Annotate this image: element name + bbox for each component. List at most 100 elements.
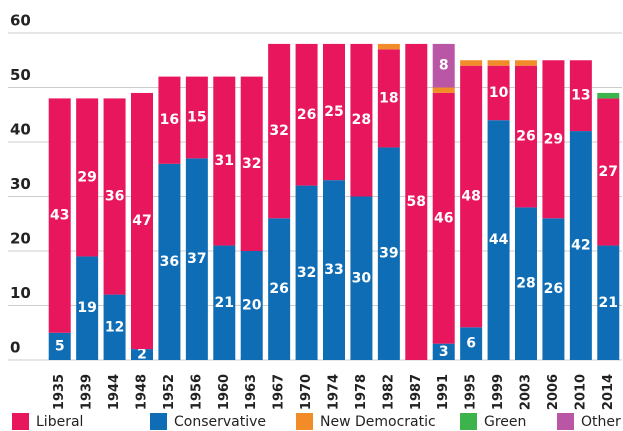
y-tick-label: 20 xyxy=(10,230,31,248)
x-tick-label: 1982 xyxy=(381,374,396,410)
bar-segment xyxy=(213,245,236,360)
bar-segment xyxy=(377,43,400,50)
bar-segment xyxy=(569,60,592,132)
data-label: 26 xyxy=(544,281,563,297)
data-label: 13 xyxy=(571,88,590,104)
bar-segment xyxy=(515,60,537,66)
x-tick-label: 2003 xyxy=(519,374,534,410)
data-label: 28 xyxy=(516,276,535,292)
legend-label: New Democratic xyxy=(320,414,436,430)
data-label: 21 xyxy=(599,295,618,311)
data-label: 27 xyxy=(599,164,618,180)
x-tick-label: 2014 xyxy=(601,374,616,410)
x-tick-label: 1987 xyxy=(409,374,424,410)
bar-segment xyxy=(185,158,208,360)
legend-swatch xyxy=(296,413,313,430)
data-label: 29 xyxy=(544,131,563,147)
data-label: 48 xyxy=(461,189,480,205)
x-tick-label: 1944 xyxy=(107,374,122,410)
bar-segment xyxy=(542,218,565,360)
x-tick-label: 1978 xyxy=(354,374,369,410)
legend-label: Liberal xyxy=(36,414,83,430)
bar-segment xyxy=(460,60,483,66)
bar-segment xyxy=(185,76,208,159)
bar-segment xyxy=(487,65,510,121)
bar-segment xyxy=(103,294,126,360)
y-tick-label: 30 xyxy=(10,175,31,193)
legend-swatch xyxy=(12,413,29,430)
data-label: 42 xyxy=(571,238,590,254)
x-tick-label: 1974 xyxy=(327,374,342,410)
bar-segment xyxy=(48,98,71,333)
x-tick-label: 1999 xyxy=(491,374,506,410)
data-label: 3 xyxy=(439,344,449,360)
data-label: 37 xyxy=(187,251,206,267)
bar-segment xyxy=(240,76,263,251)
data-label: 28 xyxy=(352,112,371,128)
bar-segment xyxy=(158,163,181,360)
bar-segment xyxy=(240,251,263,360)
bar-segment xyxy=(460,327,483,360)
data-label: 6 xyxy=(466,336,476,352)
x-tick-label: 1970 xyxy=(299,374,314,410)
data-label: 12 xyxy=(105,319,124,335)
data-label: 32 xyxy=(242,156,261,172)
bar-segment xyxy=(158,76,181,164)
bar-segment xyxy=(350,43,373,197)
bar-segment xyxy=(515,207,537,360)
bar-segment xyxy=(48,332,71,360)
bar-segment xyxy=(597,245,620,360)
data-label: 15 xyxy=(187,109,206,125)
data-label: 26 xyxy=(516,129,535,145)
legend-swatch xyxy=(460,413,477,430)
x-tick-label: 1963 xyxy=(244,374,259,410)
y-tick-label: 10 xyxy=(10,284,31,302)
data-label: 36 xyxy=(160,254,179,270)
legend-swatch xyxy=(150,413,167,430)
x-tick-label: 1956 xyxy=(189,374,204,410)
data-label: 21 xyxy=(215,295,234,311)
x-tick-label: 1991 xyxy=(436,374,451,410)
bar-segment xyxy=(432,92,455,344)
data-label: 25 xyxy=(324,104,343,120)
x-tick-label: 2006 xyxy=(546,374,561,410)
x-tick-label: 1995 xyxy=(464,374,479,410)
x-tick-label: 1935 xyxy=(52,374,67,410)
bar-segment xyxy=(597,92,620,99)
bar-segment xyxy=(432,87,455,93)
bar-segment xyxy=(268,43,291,219)
data-label: 30 xyxy=(352,270,372,286)
bar-segment xyxy=(76,256,99,360)
data-label: 16 xyxy=(160,112,179,128)
data-label: 26 xyxy=(269,281,288,297)
data-label: 20 xyxy=(242,298,262,314)
bar-segment xyxy=(460,65,483,328)
data-label: 2 xyxy=(137,347,147,363)
y-tick-label: 40 xyxy=(10,121,31,139)
bar-segment xyxy=(295,185,318,360)
bar-segment xyxy=(323,43,345,181)
data-label: 26 xyxy=(297,107,316,123)
x-tick-label: 1939 xyxy=(80,374,95,410)
bar-segment xyxy=(569,131,592,360)
x-tick-label: 1960 xyxy=(217,374,232,410)
data-label: 46 xyxy=(434,210,453,226)
legend-label: Conservative xyxy=(174,414,266,430)
y-tick-label: 60 xyxy=(10,12,31,30)
x-tick-label: 1967 xyxy=(272,374,287,410)
x-tick-label: 1948 xyxy=(135,374,150,410)
data-label: 36 xyxy=(105,189,124,205)
bar-segment xyxy=(131,349,153,360)
data-label: 44 xyxy=(489,232,509,248)
bar-segment xyxy=(515,65,537,208)
bar-segment xyxy=(76,98,99,257)
data-label: 18 xyxy=(379,90,398,106)
legend-label: Other xyxy=(581,414,621,430)
bar-segment xyxy=(432,343,455,360)
data-label: 5 xyxy=(55,338,65,354)
bar-segment xyxy=(542,60,565,219)
x-tick-label: 1952 xyxy=(162,374,177,410)
bar-segment xyxy=(432,43,455,88)
y-tick-label: 0 xyxy=(10,339,20,357)
